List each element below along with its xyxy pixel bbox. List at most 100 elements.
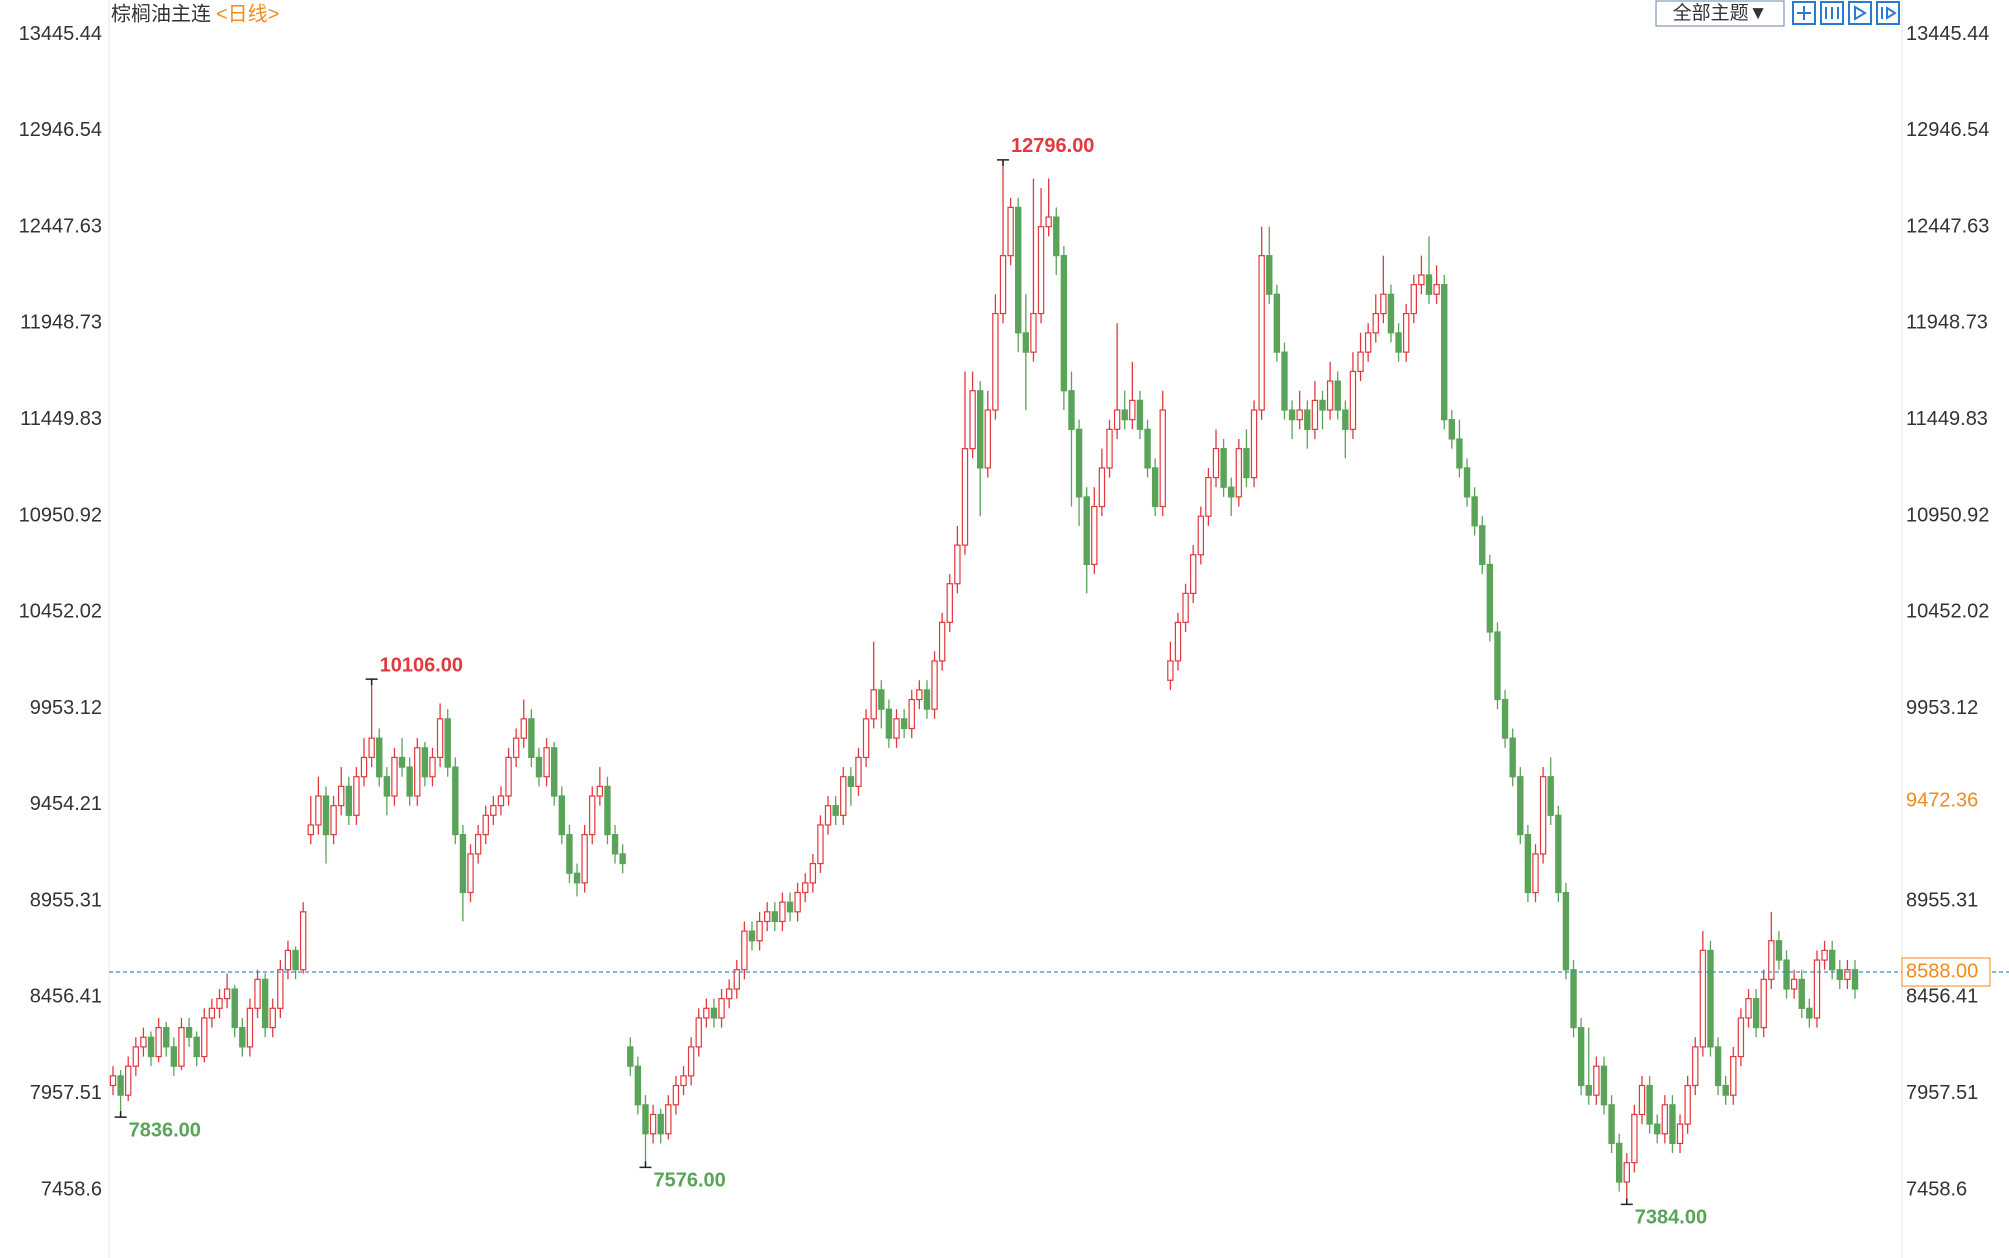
candle-body xyxy=(1387,293,1395,334)
candle-body xyxy=(999,255,1007,315)
candle-body xyxy=(429,756,436,778)
candle-body xyxy=(1517,776,1524,836)
candle-body xyxy=(764,911,771,923)
candle-body xyxy=(855,756,862,787)
candle-body xyxy=(269,1007,276,1029)
theme-button[interactable] xyxy=(1655,0,1785,27)
candle-body xyxy=(125,1065,132,1096)
candle-body xyxy=(1524,834,1532,894)
candle-body xyxy=(916,689,923,701)
high-label: 10106.00 xyxy=(380,654,463,676)
y-tick-label: 11948.73 xyxy=(20,312,102,334)
candle-body xyxy=(1707,949,1714,1048)
icon-glyphs xyxy=(1797,5,1897,21)
candle-body xyxy=(208,1007,216,1019)
candle-body xyxy=(665,1104,672,1135)
candle-body xyxy=(132,1046,140,1067)
candle-body xyxy=(368,737,375,759)
candle-body xyxy=(634,1065,642,1106)
candle-body xyxy=(1136,399,1144,430)
candle-body xyxy=(1722,1084,1729,1096)
candle-body xyxy=(277,969,284,1009)
candle-body xyxy=(954,544,961,585)
candle-body xyxy=(1441,284,1448,421)
candle-body xyxy=(832,805,839,816)
candle-body xyxy=(1220,448,1227,488)
candle-body xyxy=(748,930,756,942)
candle-body xyxy=(1349,370,1357,430)
candle-body xyxy=(482,814,489,836)
candle-body xyxy=(840,776,847,816)
candle-body xyxy=(1798,978,1805,1009)
candle-body xyxy=(1022,332,1030,353)
candle-body xyxy=(185,1027,193,1038)
candle-body xyxy=(703,1007,710,1019)
candle-body xyxy=(976,390,984,469)
candle-body xyxy=(885,708,893,739)
icon-columns[interactable] xyxy=(1820,1,1844,25)
candle-body xyxy=(444,718,451,768)
cursor-price-bg xyxy=(1903,788,2003,815)
y2-tick-label: 9953.12 xyxy=(1906,697,1978,719)
candle-body xyxy=(1615,1142,1623,1183)
candle-body xyxy=(345,785,353,816)
candle-body xyxy=(193,1036,200,1058)
candle-body xyxy=(1060,255,1068,392)
candle-body xyxy=(1037,226,1045,315)
candle-body xyxy=(1197,515,1204,556)
candle-body xyxy=(847,776,855,787)
cursor-price-label: 9472.36 xyxy=(1906,790,1978,812)
high-label: 12796.00 xyxy=(1011,135,1094,157)
candle-body xyxy=(1676,1123,1684,1145)
candle-body xyxy=(307,824,314,836)
candle-body xyxy=(1243,448,1250,479)
candle-body xyxy=(414,747,421,797)
y2-tick-label: 7957.51 xyxy=(1906,1082,1978,1104)
candle-body xyxy=(1813,959,1821,1019)
candle-body xyxy=(786,901,794,913)
candle-body xyxy=(1752,998,1760,1029)
candle-body xyxy=(817,824,824,865)
y-tick-label: 9454.21 xyxy=(30,793,102,815)
candle-body xyxy=(338,785,345,807)
candle-body xyxy=(117,1075,124,1096)
candle-body xyxy=(900,718,908,730)
candle-body xyxy=(1456,438,1463,469)
candle-body xyxy=(1775,940,1783,961)
candle-body xyxy=(1151,467,1159,508)
candle-body xyxy=(1547,776,1554,816)
candle-body xyxy=(535,756,543,778)
candle-body xyxy=(657,1113,664,1135)
candle-body xyxy=(1494,631,1501,701)
icon-fit[interactable] xyxy=(1792,1,1816,25)
icon-play[interactable] xyxy=(1848,1,1872,25)
candle-body xyxy=(520,718,527,739)
candle-body xyxy=(406,766,413,797)
candle-body xyxy=(1608,1104,1615,1145)
candle-body xyxy=(1189,554,1197,594)
candle-body xyxy=(680,1075,687,1087)
theme-button-label[interactable]: 全部主题▼ xyxy=(1673,2,1768,24)
toolbar-icons[interactable] xyxy=(1792,1,1900,25)
candle-body xyxy=(1250,409,1258,479)
candle-body xyxy=(1258,255,1265,411)
candle-body xyxy=(254,978,261,1009)
candle-body xyxy=(1593,1065,1600,1096)
candle-body xyxy=(1448,419,1456,440)
candle-body xyxy=(1266,255,1273,295)
candle-body xyxy=(1288,409,1296,421)
candle-body xyxy=(1463,467,1471,498)
candle-body xyxy=(938,621,946,662)
candle-body xyxy=(558,795,566,836)
y2-tick-label: 10452.02 xyxy=(1906,601,1989,623)
candle-body xyxy=(512,737,520,759)
candle-body xyxy=(163,1027,170,1048)
candle-body xyxy=(178,1027,185,1067)
candle-body xyxy=(170,1046,178,1067)
candle-body xyxy=(1364,332,1372,353)
y2-tick-label: 8456.41 xyxy=(1906,986,1978,1008)
candle-body xyxy=(741,930,748,971)
icon-end[interactable] xyxy=(1876,1,1900,25)
